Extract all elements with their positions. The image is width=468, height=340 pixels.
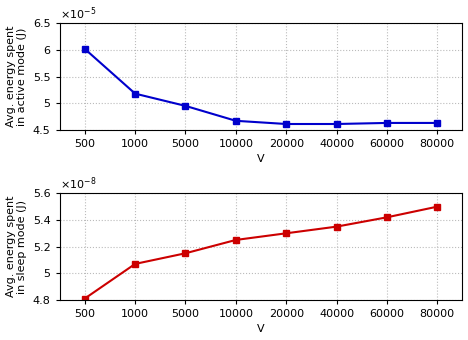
X-axis label: V: V	[257, 324, 265, 335]
Y-axis label: Avg. energy spent
in active mode (J): Avg. energy spent in active mode (J)	[6, 26, 27, 128]
Text: $\times10^{-8}$: $\times10^{-8}$	[59, 176, 96, 192]
X-axis label: V: V	[257, 154, 265, 165]
Text: $\times10^{-5}$: $\times10^{-5}$	[59, 6, 96, 22]
Y-axis label: Avg. energy spent
in sleep mode (J): Avg. energy spent in sleep mode (J)	[6, 196, 27, 298]
